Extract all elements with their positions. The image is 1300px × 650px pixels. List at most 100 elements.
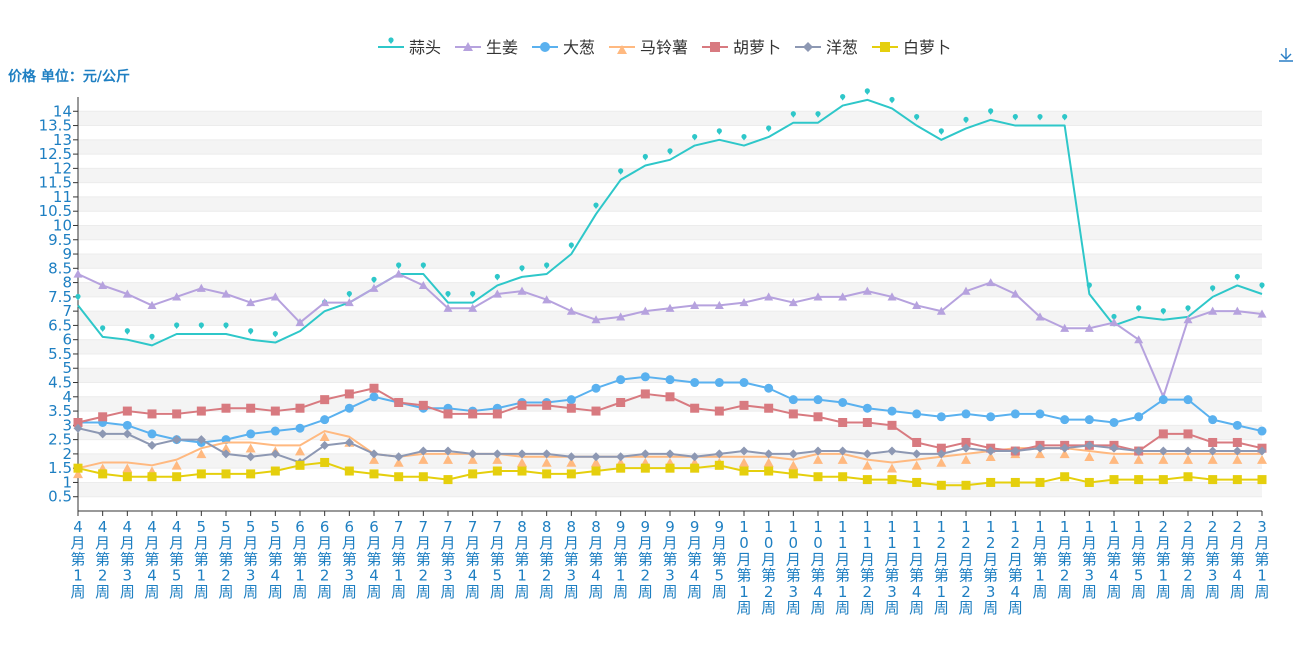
data-point[interactable] [1232,475,1242,485]
data-point[interactable] [517,400,527,410]
legend-item[interactable]: 洋葱 [795,38,858,57]
data-point[interactable] [443,409,453,419]
data-point[interactable] [245,443,256,453]
data-point[interactable] [963,116,969,124]
download-icon[interactable] [1276,45,1296,65]
data-point[interactable] [221,403,231,413]
data-point[interactable] [1158,454,1169,464]
data-point[interactable] [98,429,108,439]
data-point[interactable] [665,463,675,473]
data-point[interactable] [1010,289,1020,298]
data-point[interactable] [147,409,157,419]
data-point[interactable] [961,443,971,453]
data-point[interactable] [1037,113,1043,121]
data-point[interactable] [295,318,305,327]
data-point[interactable] [1259,282,1265,290]
data-point[interactable] [221,443,231,453]
data-point[interactable] [344,403,354,413]
data-point[interactable] [396,262,402,270]
legend-item[interactable]: 蒜头 [378,37,441,57]
data-point[interactable] [813,395,823,405]
data-point[interactable] [1208,437,1218,447]
data-point[interactable] [887,463,897,473]
data-point[interactable] [642,153,648,161]
data-point[interactable] [763,457,774,467]
data-point[interactable] [764,403,774,413]
data-point[interactable] [764,449,774,459]
data-point[interactable] [887,406,897,416]
data-point[interactable] [542,449,552,459]
data-point[interactable] [1084,440,1094,450]
data-point[interactable] [418,400,428,410]
data-point[interactable] [618,168,624,175]
data-point[interactable] [98,412,108,422]
data-point[interactable] [542,295,552,304]
data-point[interactable] [517,449,527,459]
data-point[interactable] [494,273,500,281]
data-point[interactable] [591,457,601,467]
data-point[interactable] [1084,323,1094,332]
data-point[interactable] [172,292,182,301]
data-point[interactable] [764,466,774,476]
data-point[interactable] [468,303,478,312]
data-point[interactable] [544,262,550,270]
data-point[interactable] [517,286,527,295]
data-point[interactable] [690,463,700,473]
data-point[interactable] [616,375,626,385]
data-point[interactable] [593,202,599,210]
data-point[interactable] [912,437,922,447]
data-point[interactable] [1207,454,1218,464]
data-point[interactable] [1109,454,1119,464]
data-point[interactable] [739,378,749,388]
data-point[interactable] [714,460,724,470]
data-point[interactable] [1035,409,1045,419]
data-point[interactable] [1134,412,1144,422]
data-point[interactable] [1158,395,1168,405]
data-point[interactable] [889,96,895,104]
data-point[interactable] [1208,415,1218,425]
data-point[interactable] [445,290,451,298]
data-point[interactable] [739,446,749,456]
data-point[interactable] [961,286,971,295]
data-point[interactable] [147,440,157,450]
data-point[interactable] [369,283,379,292]
data-point[interactable] [1185,305,1191,312]
data-point[interactable] [788,460,799,470]
data-point[interactable] [394,452,404,462]
data-point[interactable] [492,449,502,459]
legend-item[interactable]: 生姜 [455,38,518,57]
data-point[interactable] [665,375,675,385]
data-point[interactable] [739,466,749,476]
data-point[interactable] [344,298,354,307]
data-point[interactable] [912,477,922,487]
data-point[interactable] [912,449,922,459]
data-point[interactable] [887,420,897,430]
data-point[interactable] [468,409,478,419]
data-point[interactable] [75,293,81,301]
data-point[interactable] [1232,437,1242,447]
data-point[interactable] [1086,282,1092,290]
data-point[interactable] [344,437,354,447]
data-point[interactable] [198,322,204,329]
data-point[interactable] [714,300,724,310]
data-point[interactable] [73,469,83,479]
data-point[interactable] [640,372,650,382]
data-point[interactable] [788,469,798,479]
data-point[interactable] [172,409,182,419]
data-point[interactable] [1035,449,1045,459]
legend-item[interactable]: 胡萝卜 [702,38,781,57]
data-point[interactable] [196,449,207,459]
data-point[interactable] [270,292,280,301]
data-point[interactable] [1257,454,1267,464]
data-point[interactable] [912,300,922,310]
data-point[interactable] [838,398,848,408]
data-point[interactable] [667,148,673,155]
data-point[interactable] [961,454,971,464]
data-point[interactable] [1060,415,1070,425]
data-point[interactable] [196,469,206,479]
data-point[interactable] [938,128,944,135]
data-point[interactable] [443,303,453,312]
data-point[interactable] [986,446,996,456]
data-point[interactable] [1010,446,1020,456]
data-point[interactable] [320,457,330,467]
